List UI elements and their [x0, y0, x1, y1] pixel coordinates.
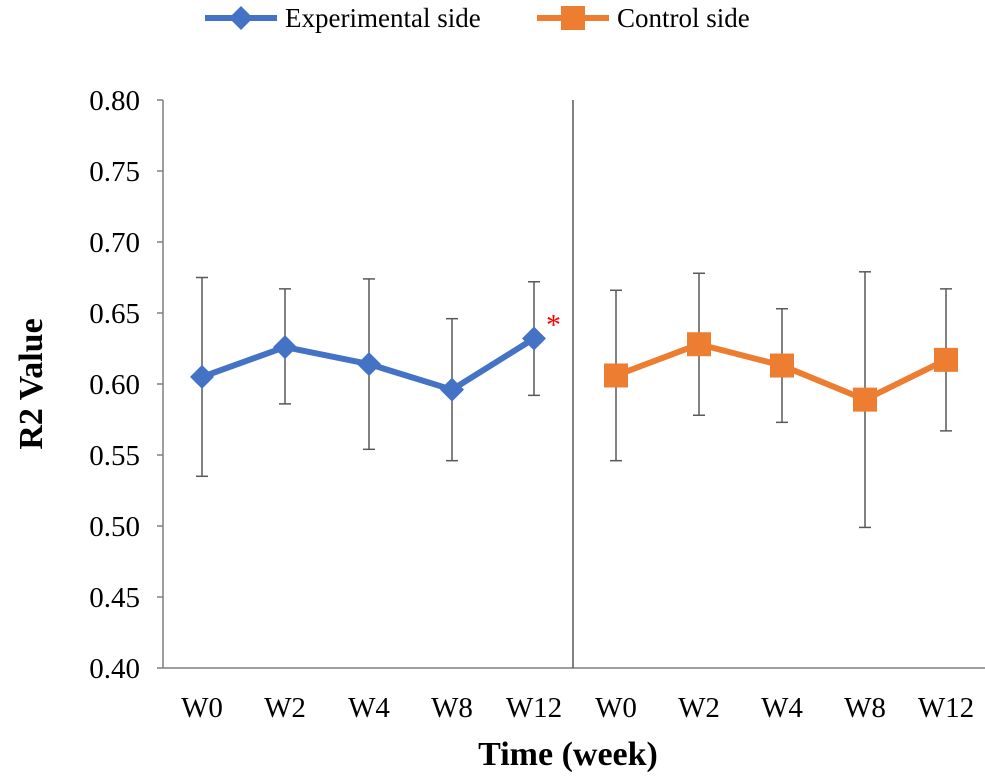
series-lines [200, 336, 948, 403]
x-tick-label: W8 [431, 692, 473, 724]
x-tick-label: W12 [918, 692, 974, 724]
data-point-diamond [190, 364, 214, 389]
y-tick-label: 0.75 [89, 156, 140, 188]
legend-marker-diamond [229, 6, 253, 30]
x-tick-label: W12 [506, 692, 562, 724]
x-tick-label: W2 [264, 692, 306, 724]
data-point-diamond [440, 377, 464, 402]
axes [157, 99, 985, 669]
y-tick-label: 0.45 [89, 582, 140, 614]
data-point-square [604, 363, 628, 388]
data-point-square [853, 387, 877, 412]
x-tick-label: W4 [761, 692, 803, 724]
legend: Experimental side Control side [205, 3, 750, 33]
x-tick-label: W0 [595, 692, 637, 724]
x-tick-label: W8 [844, 692, 886, 724]
x-axis-title: Time (week) [478, 736, 658, 773]
data-point-square [934, 347, 958, 372]
labels: 0.40 0.45 0.50 0.55 0.60 0.65 0.70 0.75 0.80 W0 W2… [89, 85, 974, 724]
x-tick-label: W2 [678, 692, 720, 724]
data-point-diamond [273, 335, 297, 360]
data-point-diamond [357, 352, 381, 377]
legend-label: Experimental side [285, 3, 481, 33]
x-tick-label: W0 [181, 692, 223, 724]
series-markers [190, 326, 958, 412]
data-point-square [770, 353, 794, 378]
y-axis-title: R2 Value [13, 318, 50, 449]
data-point-diamond [522, 326, 546, 351]
error-bars [196, 271, 952, 529]
significance-marker: * [546, 309, 561, 342]
y-tick-label: 0.65 [89, 298, 140, 330]
y-tick-label: 0.60 [89, 369, 140, 401]
x-tick-label: W4 [348, 692, 390, 724]
y-tick-label: 0.70 [89, 227, 140, 259]
y-tick-label: 0.40 [89, 653, 140, 685]
y-tick-label: 0.80 [89, 85, 140, 117]
legend-marker-square [561, 6, 585, 30]
y-tick-label: 0.55 [89, 440, 140, 472]
y-tick-label: 0.50 [89, 511, 140, 543]
legend-label: Control side [617, 3, 750, 33]
data-point-square [687, 332, 711, 357]
